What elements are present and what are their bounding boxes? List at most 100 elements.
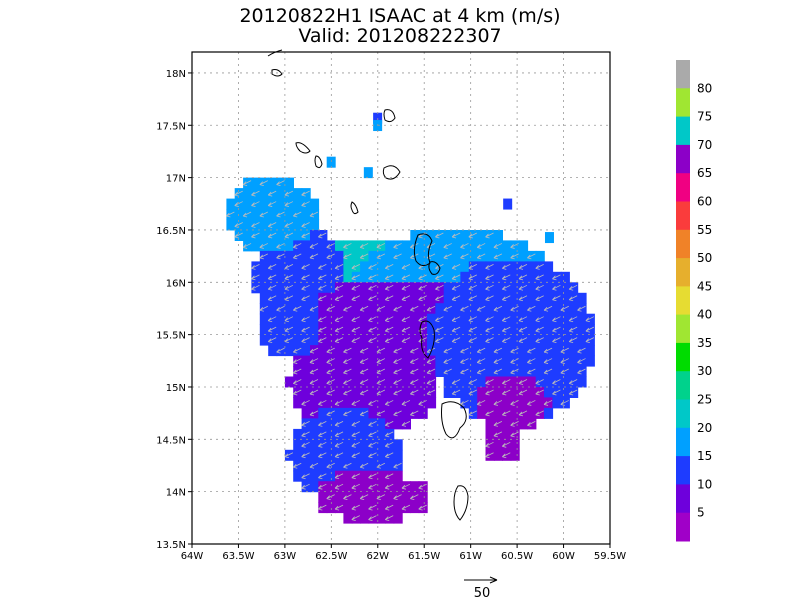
wind-vector xyxy=(292,211,302,218)
wind-vector xyxy=(476,368,486,375)
wind-vector xyxy=(326,379,335,385)
field-cell xyxy=(393,313,403,325)
field-cell xyxy=(552,376,562,388)
wind-vector xyxy=(343,368,352,375)
wind-vector xyxy=(443,368,452,375)
field-cell xyxy=(251,261,261,273)
field-cell xyxy=(293,376,303,388)
field-cell xyxy=(510,240,520,252)
field-cell xyxy=(376,282,386,294)
field-cell xyxy=(460,355,470,367)
wind-vector xyxy=(560,347,569,354)
field-cell xyxy=(427,230,437,241)
field-cell xyxy=(569,313,579,325)
wind-vector xyxy=(401,316,411,323)
wind-vector xyxy=(476,358,486,364)
wind-vector xyxy=(359,253,369,260)
field-cell xyxy=(485,439,495,451)
wind-vector xyxy=(292,389,302,396)
field-cell xyxy=(284,334,294,346)
field-cell xyxy=(410,387,420,398)
wind-vector xyxy=(451,379,461,385)
field-cell xyxy=(301,261,311,273)
field-cell xyxy=(385,261,395,273)
field-cell xyxy=(502,428,512,440)
field-cell xyxy=(435,334,445,346)
wind-vector xyxy=(577,358,586,364)
field-cell xyxy=(468,366,478,377)
field-cell xyxy=(343,428,353,440)
wind-vector xyxy=(301,232,310,239)
field-cell xyxy=(410,313,420,325)
field-cell xyxy=(410,345,420,357)
wind-vector xyxy=(259,243,268,249)
wind-vector xyxy=(410,410,419,417)
wind-vector xyxy=(334,264,344,270)
field-cell xyxy=(293,460,303,472)
field-cell xyxy=(435,303,445,315)
field-cell xyxy=(376,470,386,482)
field-cell xyxy=(301,407,311,419)
field-cell xyxy=(569,387,579,398)
wind-vector xyxy=(318,232,327,239)
wind-vector xyxy=(351,274,360,281)
wind-vector xyxy=(535,316,544,323)
x-tick-label: 60.5W xyxy=(501,551,533,562)
wind-vector xyxy=(242,211,252,218)
wind-vector xyxy=(410,358,419,364)
field-cell xyxy=(360,428,370,440)
field-cell xyxy=(418,491,428,503)
field-cell xyxy=(310,345,320,357)
field-cell xyxy=(293,282,303,294)
field-cell xyxy=(293,261,303,273)
field-cell xyxy=(519,334,529,346)
colorbar-label: 5 xyxy=(697,506,705,520)
field-cell xyxy=(276,271,286,283)
wind-vector xyxy=(552,295,561,302)
wind-vector xyxy=(376,358,386,364)
wind-vector xyxy=(368,326,377,333)
field-cell xyxy=(318,491,328,503)
field-cell xyxy=(276,313,286,325)
wind-vector xyxy=(301,264,310,270)
x-tick-label: 63.5W xyxy=(222,551,254,562)
wind-vector xyxy=(351,316,360,323)
field-cell xyxy=(259,303,269,315)
field-cell xyxy=(351,324,361,336)
wind-vector xyxy=(359,305,369,312)
field-cell xyxy=(585,345,595,357)
field-cell xyxy=(519,407,529,419)
field-cell xyxy=(510,313,520,325)
field-cell xyxy=(385,271,395,283)
colorbar-swatch xyxy=(676,512,690,542)
field-cell xyxy=(544,232,554,244)
field-cell xyxy=(460,282,470,294)
field-cell xyxy=(577,376,587,388)
field-cell xyxy=(519,240,529,252)
field-cell xyxy=(268,198,278,210)
wind-vector xyxy=(493,368,503,375)
field-cell xyxy=(368,387,378,398)
wind-vector xyxy=(493,253,503,260)
field-cell xyxy=(577,303,587,315)
wind-vector xyxy=(368,337,377,344)
wind-vector xyxy=(384,284,394,291)
wind-vector xyxy=(418,400,427,406)
wind-vector xyxy=(485,326,494,333)
field-cell xyxy=(385,481,395,493)
field-cell xyxy=(544,355,554,367)
field-cell xyxy=(284,250,294,262)
field-cell xyxy=(485,366,495,377)
field-cell xyxy=(410,491,420,503)
wind-vector xyxy=(485,284,494,291)
wind-vector xyxy=(401,326,411,333)
field-cell xyxy=(452,230,462,241)
field-cell xyxy=(477,271,487,283)
wind-vector xyxy=(376,253,386,260)
field-cell xyxy=(535,334,545,346)
field-cell xyxy=(485,387,495,398)
field-cell xyxy=(268,209,278,220)
wind-vector xyxy=(384,264,394,270)
field-cell xyxy=(443,271,453,283)
field-cell xyxy=(418,303,428,315)
